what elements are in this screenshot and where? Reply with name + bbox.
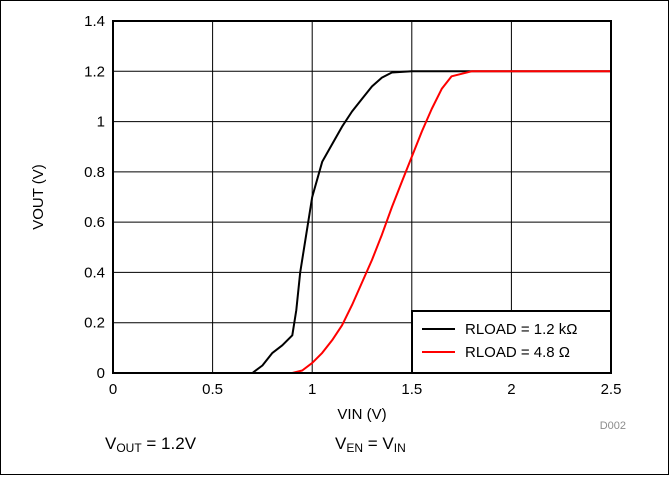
x-tick-label: 2.5 <box>601 381 622 398</box>
caption-vout: VOUT = 1.2V <box>105 434 197 455</box>
watermark: D002 <box>600 420 626 432</box>
x-axis-label: VIN (V) <box>337 406 386 423</box>
legend-label-2: RLOAD = 4.8 Ω <box>465 344 570 361</box>
y-tick-label: 0.6 <box>84 214 105 231</box>
series-line-2 <box>232 70 611 374</box>
legend: RLOAD = 1.2 kΩ RLOAD = 4.8 Ω <box>411 310 612 374</box>
tick-labels: 0 0.5 1 1.5 2 2.5 0 0.2 0.4 0.6 0.8 1 1.2 1.4 <box>84 13 621 398</box>
legend-label-1: RLOAD = 1.2 kΩ <box>465 321 578 338</box>
y-tick-label: 0 <box>97 365 105 382</box>
series-lines <box>232 70 611 374</box>
y-tick-label: 1.2 <box>84 63 105 80</box>
x-tick-label: 1.5 <box>401 381 422 398</box>
series-line-1 <box>232 70 611 374</box>
y-tick-label: 0.8 <box>84 164 105 181</box>
x-tick-label: 0.5 <box>202 381 223 398</box>
legend-box <box>411 310 612 374</box>
y-tick-label: 1 <box>97 114 105 131</box>
x-tick-label: 2 <box>507 381 515 398</box>
y-axis-label: VOUT (V) <box>30 164 47 230</box>
y-tick-label: 1.4 <box>84 13 105 30</box>
plot-border <box>112 20 612 374</box>
x-tick-label: 0 <box>109 381 117 398</box>
x-tick-label: 1 <box>308 381 316 398</box>
y-tick-label: 0.2 <box>84 315 105 332</box>
caption-ven: VEN = VIN <box>335 434 406 455</box>
y-tick-label: 0.4 <box>84 264 105 281</box>
